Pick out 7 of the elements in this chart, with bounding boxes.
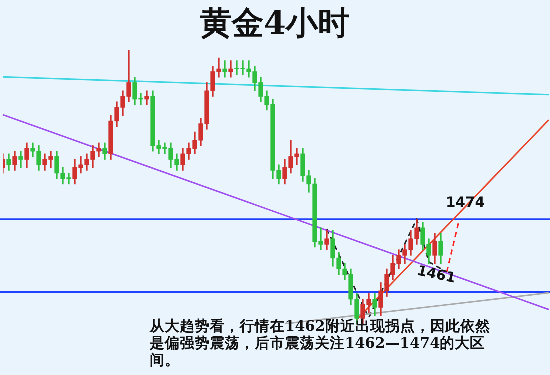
annotation: 从大趋势看，行情在1462附近出现拐点，因此依然是偏强势震荡，后市震荡关注1462—1474的大区间。 — [150, 318, 492, 369]
candlestick — [144, 90, 150, 106]
candlestick — [18, 151, 24, 168]
candlestick — [222, 60, 228, 78]
chart-title: 黄金4小时 — [198, 3, 352, 44]
annotation: 1461 — [416, 263, 458, 287]
candlestick — [228, 60, 234, 78]
